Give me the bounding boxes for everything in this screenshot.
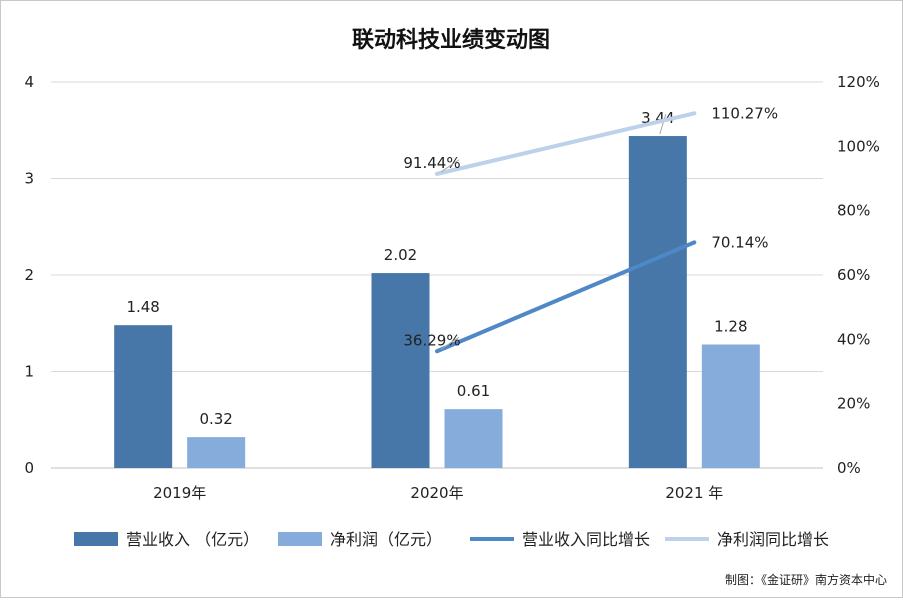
source-note: 制图：《金证研》南方资本中心 [725, 572, 887, 587]
left-y-tick-label: 0 [24, 459, 34, 477]
legend-swatch [74, 532, 118, 546]
right-y-axis: 0% 20% 40% 60% 80% 100% 120% [837, 73, 880, 477]
legend-label: 净利润同比增长 [717, 530, 829, 549]
right-y-tick-label: 120% [837, 73, 880, 91]
bar-data-label: 2.02 [384, 246, 417, 264]
bar-series: 1.480.322.020.613.441.28 [114, 109, 760, 469]
bar-data-label: 0.32 [199, 410, 232, 428]
left-y-tick-label: 1 [24, 363, 34, 381]
right-y-tick-label: 20% [837, 395, 870, 413]
left-y-axis: 0 1 2 3 4 [24, 73, 34, 477]
bar [701, 344, 760, 468]
gridlines [51, 81, 823, 469]
right-y-tick-label: 60% [837, 266, 870, 284]
chart-title: 联动科技业绩变动图 [352, 27, 550, 53]
line-data-label: 110.27% [711, 104, 778, 122]
bar-data-label: 0.61 [457, 382, 490, 400]
legend-label: 营业收入同比增长 [522, 530, 650, 549]
bar [628, 136, 687, 469]
line-data-label: 91.44% [403, 154, 460, 172]
legend: 营业收入 （亿元） 净利润（亿元） 营业收入同比增长 净利润同比增长 [74, 530, 829, 549]
left-y-tick-label: 2 [24, 266, 34, 284]
bar [114, 325, 173, 468]
x-tick-label: 2019年 [153, 484, 206, 502]
legend-label: 净利润（亿元） [330, 530, 442, 549]
line-data-label: 70.14% [711, 233, 768, 251]
bar [371, 273, 430, 468]
label-leader-line [440, 159, 460, 173]
line-data-label: 36.29% [403, 331, 460, 349]
legend-label: 营业收入 （亿元） [126, 530, 259, 549]
label-leader-line [440, 336, 460, 350]
bar-data-label: 1.48 [126, 298, 159, 316]
bar-data-label: 1.28 [714, 317, 747, 335]
line-series: 36.29% 70.14% 91.44% 110.27% [403, 104, 778, 354]
right-y-tick-label: 100% [837, 137, 880, 155]
right-y-tick-label: 40% [837, 330, 870, 348]
x-tick-label: 2020年 [410, 484, 463, 502]
left-y-tick-label: 4 [24, 73, 34, 91]
left-y-tick-label: 3 [24, 170, 34, 188]
label-leader-line [659, 113, 667, 135]
right-y-tick-label: 80% [837, 202, 870, 220]
bar [444, 409, 503, 468]
x-tick-label: 2021 年 [665, 484, 723, 502]
series-line [435, 240, 697, 354]
legend-swatch [278, 532, 322, 546]
bar [187, 437, 246, 468]
x-axis: 2019年 2020年 2021 年 [153, 484, 723, 502]
right-y-tick-label: 0% [837, 459, 861, 477]
series-line [435, 111, 697, 176]
